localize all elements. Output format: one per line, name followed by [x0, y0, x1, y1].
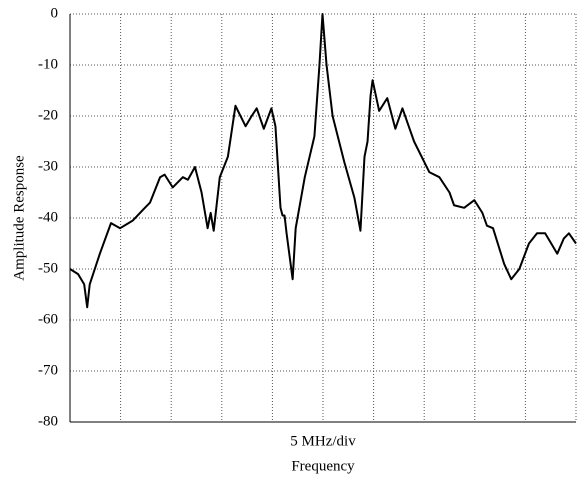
- y-tick-label: -40: [38, 209, 58, 225]
- y-tick-label: 0: [51, 5, 59, 21]
- y-tick-label: -50: [38, 260, 58, 276]
- y-tick-label: -80: [38, 413, 58, 429]
- y-tick-label: -60: [38, 311, 58, 327]
- y-tick-label: -70: [38, 362, 58, 378]
- y-axis-label: Amplitude Response: [11, 155, 27, 281]
- y-tick-label: -10: [38, 56, 58, 72]
- y-tick-label: -30: [38, 158, 58, 174]
- y-tick-label: -20: [38, 107, 58, 123]
- x-unit-label: 5 MHz/div: [290, 433, 356, 449]
- x-axis-label: Frequency: [291, 458, 355, 474]
- response-line: [69, 13, 577, 309]
